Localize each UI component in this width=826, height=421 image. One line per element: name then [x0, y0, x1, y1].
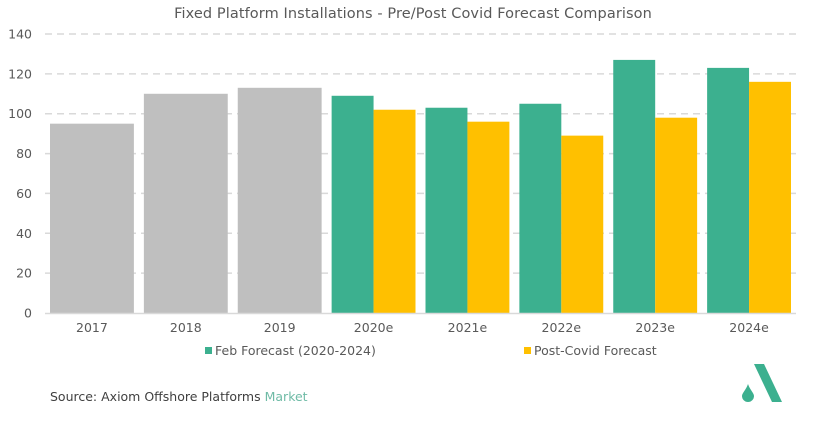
y-tick-label: 100: [8, 106, 32, 121]
x-tick-label: 2018: [170, 320, 202, 335]
y-tick-label: 60: [16, 186, 32, 201]
x-tick-label: 2017: [76, 320, 108, 335]
bar-post-covid-forecast-2023e: [655, 117, 698, 313]
bar-feb-forecast-2020-2024-2024e: [707, 67, 750, 313]
source-link[interactable]: Market: [264, 389, 308, 404]
x-tick-label: 2020e: [354, 320, 394, 335]
bars: [50, 59, 791, 314]
bar-feb-forecast-2020-2024-2021e: [425, 107, 468, 313]
legend-item-feb-forecast[interactable]: Feb Forecast (2020-2024): [205, 343, 376, 358]
bar-historical-2018: [143, 93, 228, 314]
x-tick-label: 2024e: [729, 320, 769, 335]
bar-post-covid-forecast-2024e: [749, 81, 791, 313]
legend-label-feb: Feb Forecast (2020-2024): [215, 343, 376, 358]
x-tick-label: 2021e: [448, 320, 488, 335]
legend-item-post-covid[interactable]: Post-Covid Forecast: [524, 343, 657, 358]
axiom-logo-icon: [742, 364, 782, 402]
bar-historical-2017: [50, 123, 134, 313]
bar-post-covid-forecast-2021e: [467, 121, 510, 313]
chart-title: Fixed Platform Installations - Pre/Post …: [174, 6, 652, 22]
bar-post-covid-forecast-2020e: [373, 109, 416, 313]
bar-post-covid-forecast-2022e: [561, 135, 604, 313]
bar-feb-forecast-2020-2024-2020e: [331, 95, 374, 314]
bar-feb-forecast-2020-2024-2022e: [519, 103, 562, 313]
legend-swatch-feb: [205, 347, 212, 354]
x-tick-label: 2022e: [542, 320, 582, 335]
legend-label-post-covid: Post-Covid Forecast: [534, 343, 657, 358]
x-tick-label: 2023e: [635, 320, 675, 335]
y-tick-label: 140: [8, 27, 32, 42]
y-tick-label: 20: [16, 266, 32, 281]
y-tick-label: 80: [16, 146, 32, 161]
bar-chart: 0 20 40 60 80 100 120 140 2017 2018 2019 2020e 2021…: [8, 27, 796, 335]
x-axis-ticks: 2017 2018 2019 2020e 2021e 2022e 2023e 2024e: [76, 320, 769, 335]
x-tick-label: 2019: [264, 320, 296, 335]
source-text: Source: Axiom Offshore Platforms: [50, 389, 265, 404]
bar-feb-forecast-2020-2024-2023e: [613, 59, 656, 314]
bar-historical-2019: [237, 87, 322, 313]
source-note: Source: Axiom Offshore Platforms Market: [50, 389, 308, 404]
legend-swatch-post-covid: [524, 347, 531, 354]
y-tick-label: 120: [8, 66, 32, 81]
y-tick-label: 40: [16, 226, 32, 241]
y-axis-ticks: 0 20 40 60 80 100 120 140: [8, 27, 32, 321]
y-tick-label: 0: [24, 306, 32, 321]
